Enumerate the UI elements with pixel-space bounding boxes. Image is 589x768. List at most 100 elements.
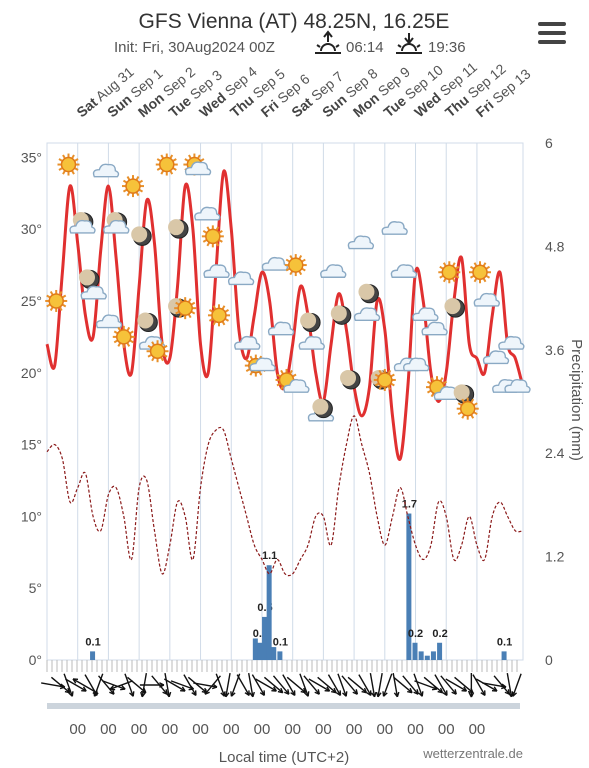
hour-labels: 00 00 00 00 00 00 00 00 00 00 00 00 00 00 — [69, 721, 485, 738]
cloud-icon — [498, 335, 525, 350]
wind-arrow-icon — [358, 674, 372, 696]
wind-arrow-icon — [263, 676, 284, 694]
wind-arrow-icon — [382, 673, 393, 697]
cloud-icon — [267, 321, 295, 336]
cloud-icon — [473, 292, 500, 307]
wind-arrow-icon — [472, 674, 486, 696]
wind-arrow-icon — [375, 673, 383, 698]
cloud-icon — [283, 379, 310, 393]
sun-icon — [121, 175, 144, 198]
sun-icon — [57, 153, 80, 176]
wind-arrow-icon — [475, 678, 498, 692]
cloud-icon — [92, 163, 120, 178]
sunrise-icon — [315, 30, 341, 54]
moon-icon — [78, 269, 100, 289]
sun-icon — [146, 340, 169, 363]
precip-data-label: 0.1 — [273, 636, 288, 648]
sun-icon — [284, 254, 307, 277]
sun-cloud-icon — [183, 153, 212, 176]
sun-icon — [469, 261, 492, 284]
y-tick-label: 35° — [21, 149, 42, 165]
hour-label: 00 — [407, 721, 424, 738]
moon-icon — [358, 283, 379, 304]
cloud-icon — [298, 335, 325, 350]
hour-label: 00 — [315, 721, 332, 738]
wind-arrow-icon — [434, 674, 448, 696]
wind-arrow-icon — [286, 676, 307, 694]
wind-arrow-icon — [164, 673, 172, 698]
cloud-icon — [249, 357, 276, 372]
sun-icon — [456, 397, 479, 420]
moon-icon — [168, 219, 189, 239]
cloud-icon — [403, 357, 430, 372]
wind-arrow-icon — [303, 675, 321, 695]
weather-icons — [45, 153, 531, 422]
precip-bar — [418, 651, 424, 660]
hour-label: 00 — [284, 721, 301, 738]
wind-arrow-icon — [393, 676, 413, 694]
hour-label: 00 — [100, 721, 117, 738]
hour-label: 00 — [254, 721, 271, 738]
wind-arrow-icon — [255, 678, 277, 692]
precip-bar — [437, 642, 443, 660]
sun-icon — [45, 289, 68, 312]
wind-arrow-icon — [392, 673, 400, 698]
precip-data-label: 1.7 — [402, 499, 417, 511]
sunset-time: 19:36 — [428, 39, 466, 56]
sun-icon — [438, 261, 461, 284]
wind-arrow-icon — [369, 673, 377, 698]
wind-arrow-icon — [317, 676, 337, 694]
wind-arrow-icon — [215, 673, 226, 697]
sunset-icon — [396, 33, 422, 54]
precip-bar — [424, 655, 430, 660]
cloud-icon — [227, 271, 255, 286]
x-axis-label: Local time (UTC+2) — [219, 749, 349, 766]
sun-icon — [155, 153, 178, 176]
precip-data-label: 0.1 — [85, 636, 100, 648]
wind-arrow-icon — [109, 680, 133, 691]
hour-label: 00 — [223, 721, 240, 738]
wind-arrow-icon — [327, 674, 342, 696]
wind-arrows — [41, 660, 522, 698]
cloud-icon — [353, 307, 381, 322]
wind-arrow-icon — [445, 678, 468, 692]
hour-label: 00 — [69, 721, 86, 738]
y-right-tick-label: 6 — [545, 135, 553, 151]
precip-bar — [262, 616, 268, 660]
sun-icon — [112, 325, 135, 348]
wind-arrow-icon — [63, 673, 74, 697]
dewpoint-series-line — [46, 415, 524, 577]
y-tick-label: 20° — [21, 365, 42, 381]
wind-arrow-icon — [282, 674, 296, 696]
hour-label: 00 — [161, 721, 178, 738]
moon-icon — [444, 298, 465, 318]
scroll-track[interactable] — [47, 703, 520, 709]
y-tick-label: 0° — [29, 652, 42, 668]
wind-arrow-icon — [423, 676, 444, 694]
wind-arrow-icon — [299, 673, 310, 697]
wind-arrow-icon — [102, 680, 126, 691]
sunrise-time: 06:14 — [346, 39, 384, 56]
y-right-tick-label: 0 — [545, 652, 553, 668]
hour-label: 00 — [192, 721, 209, 738]
wind-arrow-icon — [347, 676, 368, 694]
hour-label: 00 — [438, 721, 455, 738]
wind-arrow-icon — [163, 678, 186, 692]
wind-arrow-icon — [251, 674, 266, 696]
precip-bar — [252, 638, 258, 660]
cloud-icon — [381, 221, 408, 235]
hamburger-menu-icon[interactable] — [538, 22, 566, 44]
precip-bar — [90, 651, 96, 660]
wind-arrow-icon — [402, 675, 419, 695]
wind-arrow-icon — [511, 673, 522, 697]
wind-arrow-icon — [84, 674, 98, 696]
y-right-tick-label: 3.6 — [545, 342, 565, 358]
hour-label: 00 — [469, 721, 486, 738]
wind-arrow-icon — [72, 678, 95, 692]
cloud-icon — [320, 264, 347, 278]
precip-data-label: 0.2 — [408, 628, 423, 640]
moon-icon — [340, 369, 361, 390]
wind-arrow-icon — [236, 674, 250, 696]
wind-arrow-icon — [247, 673, 255, 698]
